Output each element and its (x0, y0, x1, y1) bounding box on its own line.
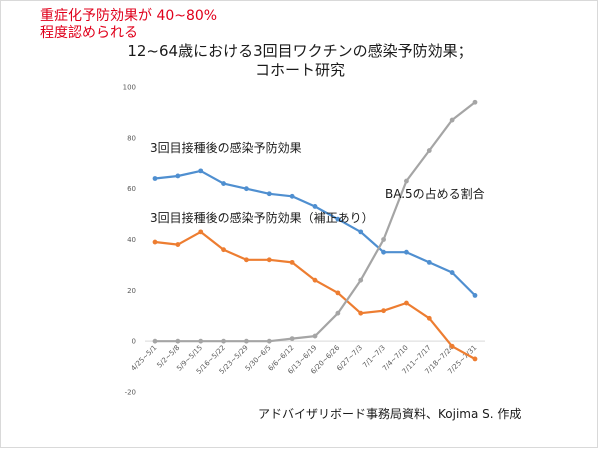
data-point (472, 99, 478, 105)
data-point (152, 239, 158, 245)
data-point (221, 338, 226, 344)
data-point (358, 310, 364, 316)
data-point (358, 277, 364, 283)
data-point (335, 310, 341, 316)
source-credit: アドバイザリボード事務局資料、Kojima S. 作成 (258, 407, 522, 421)
series-layer (152, 99, 478, 362)
data-point (198, 168, 204, 174)
data-point (266, 257, 272, 263)
data-point (426, 259, 432, 265)
data-point (152, 176, 158, 181)
y-tick-label: 20 (127, 287, 136, 295)
data-point (289, 259, 295, 265)
data-point (312, 277, 318, 283)
data-point (449, 343, 455, 349)
note-line-2: 程度認められる (40, 25, 138, 41)
data-point (472, 293, 478, 298)
data-point (312, 333, 318, 339)
series-0 (152, 168, 478, 298)
data-point (312, 204, 318, 209)
chart-title-line-2: コホート研究 (254, 61, 345, 79)
series-1 (152, 229, 478, 362)
data-point (152, 338, 158, 344)
y-tick-label: 60 (127, 185, 136, 193)
chart-title-line-1: 12~64歳における3回目ワクチンの感染予防効果； (127, 42, 473, 60)
data-point (381, 249, 386, 255)
data-point (381, 237, 386, 242)
series-label-ba5-share: BA.5の占める割合 (385, 186, 485, 201)
series-label-efficacy: 3回目接種後の感染予防効果 (150, 140, 302, 155)
axis-layer: -200204060801004/25~5/15/2~5/85/9~5/155/… (123, 84, 485, 397)
y-tick-label: 100 (123, 84, 136, 92)
data-point (175, 173, 181, 179)
data-point (221, 247, 226, 253)
data-point (244, 338, 249, 344)
data-point (221, 181, 226, 186)
data-point (404, 300, 409, 306)
x-tick-label: 4/25~5/1 (130, 344, 159, 373)
data-point (335, 290, 341, 296)
data-point (381, 308, 386, 314)
data-point (198, 338, 204, 344)
data-point (175, 242, 181, 247)
series-2 (152, 99, 478, 344)
data-point (426, 148, 432, 153)
series-label-efficacy-adjusted: 3回目接種後の感染予防効果（補正あり） (150, 210, 374, 225)
data-point (244, 257, 249, 263)
note-line-1: 重症化予防効果が 40~80% (40, 8, 218, 24)
y-tick-label: 40 (127, 236, 136, 244)
data-point (426, 315, 432, 321)
chart-title: 12~64歳における3回目ワクチンの感染予防効果； コホート研究 (0, 42, 600, 80)
data-point (289, 336, 295, 342)
data-point (449, 117, 455, 123)
data-point (266, 338, 272, 344)
severe-prevention-note: 重症化予防効果が 40~80% 程度認められる (40, 8, 217, 42)
data-point (335, 216, 341, 222)
data-point (266, 191, 272, 197)
data-point (404, 249, 409, 255)
data-point (472, 356, 478, 362)
data-point (175, 338, 181, 344)
data-point (404, 178, 409, 184)
data-point (358, 229, 364, 235)
data-point (449, 270, 455, 275)
data-point (198, 229, 204, 235)
data-point (289, 193, 295, 199)
y-tick-label: 80 (127, 134, 136, 142)
series-line (153, 230, 477, 361)
data-point (244, 186, 249, 192)
y-tick-label: 0 (132, 338, 136, 346)
y-tick-label: -20 (125, 389, 136, 397)
